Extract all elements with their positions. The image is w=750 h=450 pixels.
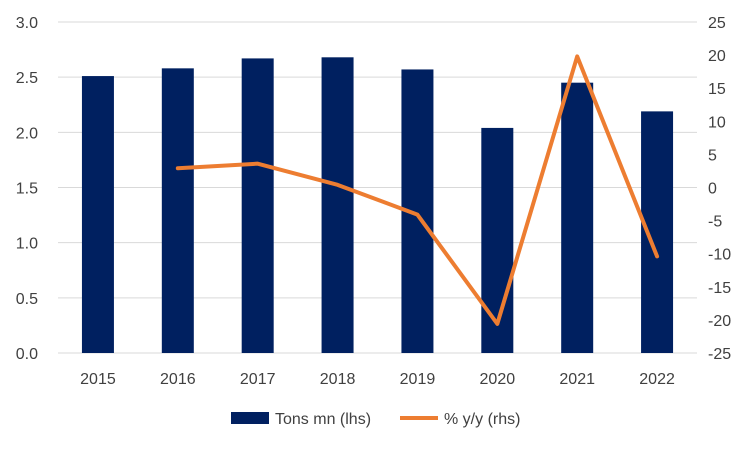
right-axis-ticks: -25 -20 -15 -10 -5 0 5 10 15 20 25 [708,15,731,363]
x-axis-tick-label: 2017 [240,371,276,388]
left-axis-ticks: 0.0 0.5 1.0 1.5 2.0 2.5 3.0 [16,15,38,363]
x-axis-tick-label: 2021 [559,371,595,388]
line-series [175,54,660,326]
right-axis-tick-label: -15 [708,280,731,297]
x-axis-tick-label: 2019 [400,371,436,388]
right-axis-tick-label: -20 [708,313,731,330]
right-axis-tick-label: 10 [708,114,726,131]
right-axis-tick-label: 25 [708,15,726,32]
left-axis-tick-label: 2.0 [16,125,38,142]
bar [321,57,354,353]
left-axis-tick-label: 0.0 [16,346,38,363]
right-axis-tick-label: 20 [708,48,726,65]
left-axis-tick-label: 1.0 [16,236,38,253]
legend-label-bar: Tons mn (lhs) [275,411,371,428]
x-axis-tick-label: 2022 [639,371,675,388]
right-axis-tick-label: 0 [708,181,717,198]
bar-series [81,57,674,354]
bar [161,68,194,353]
left-axis-tick-label: 0.5 [16,291,38,308]
right-axis-tick-label: -5 [708,214,722,231]
right-axis-tick-label: -10 [708,247,731,264]
x-axis-tick-label: 2018 [320,371,356,388]
left-axis-tick-label: 2.5 [16,70,38,87]
x-axis-tick-label: 2015 [80,371,116,388]
bar [481,127,514,353]
right-axis-tick-label: 15 [708,81,726,98]
bar [561,82,594,353]
legend: Tons mn (lhs) % y/y (rhs) [231,411,520,428]
legend-swatch-bar [231,412,269,424]
x-axis-ticks: 2015 2016 2017 2018 2019 2020 2021 2022 [80,371,675,388]
left-axis-tick-label: 1.5 [16,181,38,198]
right-axis-tick-label: 5 [708,147,717,164]
x-axis-tick-label: 2020 [480,371,516,388]
x-axis-tick-label: 2016 [160,371,196,388]
left-axis-tick-label: 3.0 [16,15,38,32]
legend-label-line: % y/y (rhs) [444,411,520,428]
right-axis-tick-label: -25 [708,346,731,363]
bar [81,76,114,354]
bar [241,58,274,353]
gridlines [58,21,697,354]
